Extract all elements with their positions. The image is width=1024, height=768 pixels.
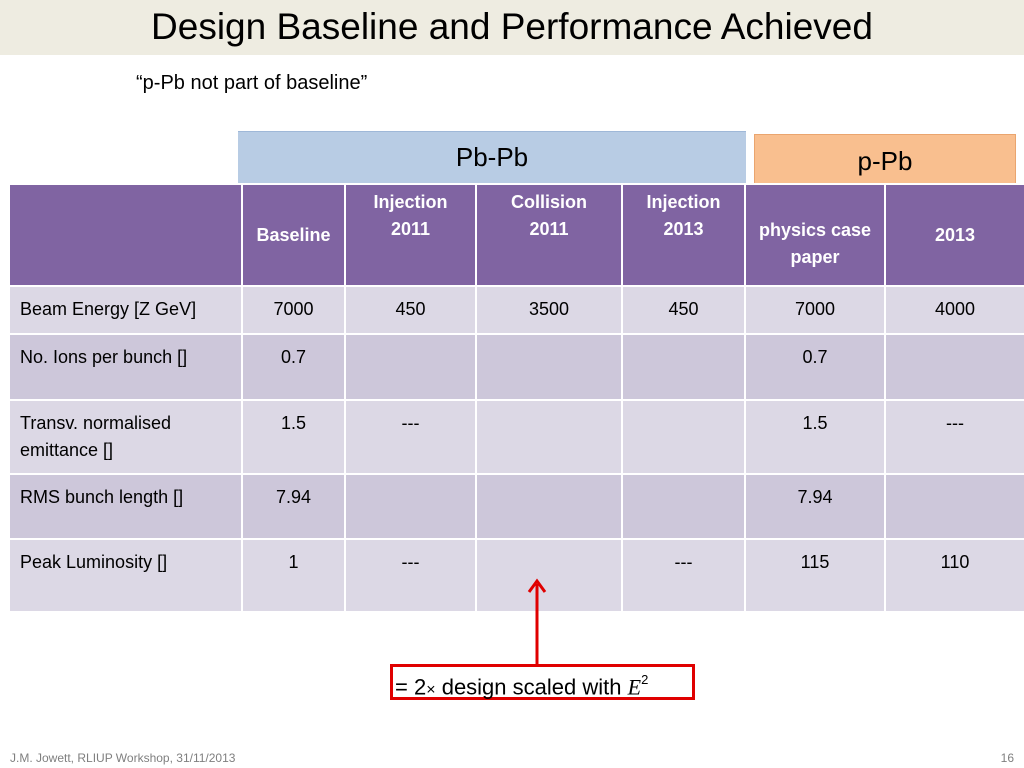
header-line: 2011 (529, 219, 569, 239)
header-line: 2011 (390, 219, 431, 239)
factor: 2 (413, 674, 427, 700)
row-label: Transv. normalised emittance [] (8, 399, 243, 475)
ppb-group-header: p-Pb (754, 134, 1016, 186)
luminosity-formula-box: = 2× design scaled with E2 (390, 664, 695, 700)
title-bar: Design Baseline and Performance Achieved (0, 0, 1024, 55)
header-line: paper (790, 247, 840, 267)
table-cell (621, 399, 746, 475)
table-cell (621, 473, 746, 540)
header-cell-physics-case-paper: physics case paper (744, 183, 886, 287)
header-cell-2013: 2013 (884, 183, 1024, 287)
table-cell: 1 (241, 538, 346, 613)
pbpb-group-header: Pb-Pb (238, 131, 746, 184)
table-cell: 450 (621, 285, 746, 335)
header-line: physics case (758, 220, 872, 240)
exponent: 2 (641, 672, 649, 687)
table-cell (475, 399, 623, 475)
header-cell-empty (8, 183, 243, 287)
table-cell: 0.7 (744, 333, 886, 401)
table-cell (475, 333, 623, 401)
row-label: No. Ions per bunch [] (8, 333, 243, 401)
table-row: No. Ions per bunch [] 0.7 0.7 (8, 333, 1024, 401)
table-cell: --- (344, 538, 477, 613)
table-cell: 7.94 (744, 473, 886, 540)
table-cell: 1.5 (241, 399, 346, 475)
header-line: Baseline (256, 224, 331, 245)
table-row: Beam Energy [Z GeV] 7000 450 3500 450 70… (8, 285, 1024, 335)
table-cell (884, 333, 1024, 401)
table-cell: 450 (344, 285, 477, 335)
performance-table: Baseline Injection 2011 Collision 2011 I… (8, 183, 1024, 613)
table-cell: 7000 (241, 285, 346, 335)
row-label: Beam Energy [Z GeV] (8, 285, 243, 335)
header-cell-collision-2011: Collision 2011 (475, 183, 623, 287)
table-cell (884, 473, 1024, 540)
table-cell: 7000 (744, 285, 886, 335)
page-number: 16 (1000, 751, 1014, 765)
table-cell (344, 473, 477, 540)
baseline-quote: “p-Pb not part of baseline” (136, 72, 368, 94)
slide-title: Design Baseline and Performance Achieved (151, 6, 873, 47)
header-cell-injection-2011: Injection 2011 (344, 183, 477, 287)
table-cell (475, 538, 623, 613)
header-line: 2013 (663, 219, 704, 239)
table-cell (344, 333, 477, 401)
table-row: RMS bunch length [] 7.94 7.94 (8, 473, 1024, 540)
header-line: Injection (373, 192, 448, 212)
row-label: Peak Luminosity [] (8, 538, 243, 613)
table-cell: 7.94 (241, 473, 346, 540)
energy-symbol: E (627, 674, 642, 700)
table-row: Peak Luminosity [] 1 --- --- 115 110 (8, 538, 1024, 613)
table-cell: --- (884, 399, 1024, 475)
equals-sign: = (395, 674, 408, 700)
formula-text: design scaled with (441, 674, 622, 700)
header-line: Collision (511, 192, 587, 212)
row-label: RMS bunch length [] (8, 473, 243, 540)
table-cell: --- (344, 399, 477, 475)
table-header-row: Baseline Injection 2011 Collision 2011 I… (8, 183, 1024, 287)
table-cell: 110 (884, 538, 1024, 613)
annotation-arrow (527, 578, 547, 666)
header-line: 2013 (934, 224, 976, 245)
header-line: Injection (646, 192, 721, 212)
table-cell (621, 333, 746, 401)
table-cell: 3500 (475, 285, 623, 335)
table-cell (475, 473, 623, 540)
table-cell: --- (621, 538, 746, 613)
table-cell: 115 (744, 538, 886, 613)
table-row: Transv. normalised emittance [] 1.5 --- … (8, 399, 1024, 475)
times-sign: × (426, 681, 436, 699)
header-cell-injection-2013: Injection 2013 (621, 183, 746, 287)
header-cell-baseline: Baseline (241, 183, 346, 287)
table-cell: 1.5 (744, 399, 886, 475)
table-cell: 4000 (884, 285, 1024, 335)
table-cell: 0.7 (241, 333, 346, 401)
footer-author: J.M. Jowett, RLIUP Workshop, 31/11/2013 (10, 751, 236, 765)
